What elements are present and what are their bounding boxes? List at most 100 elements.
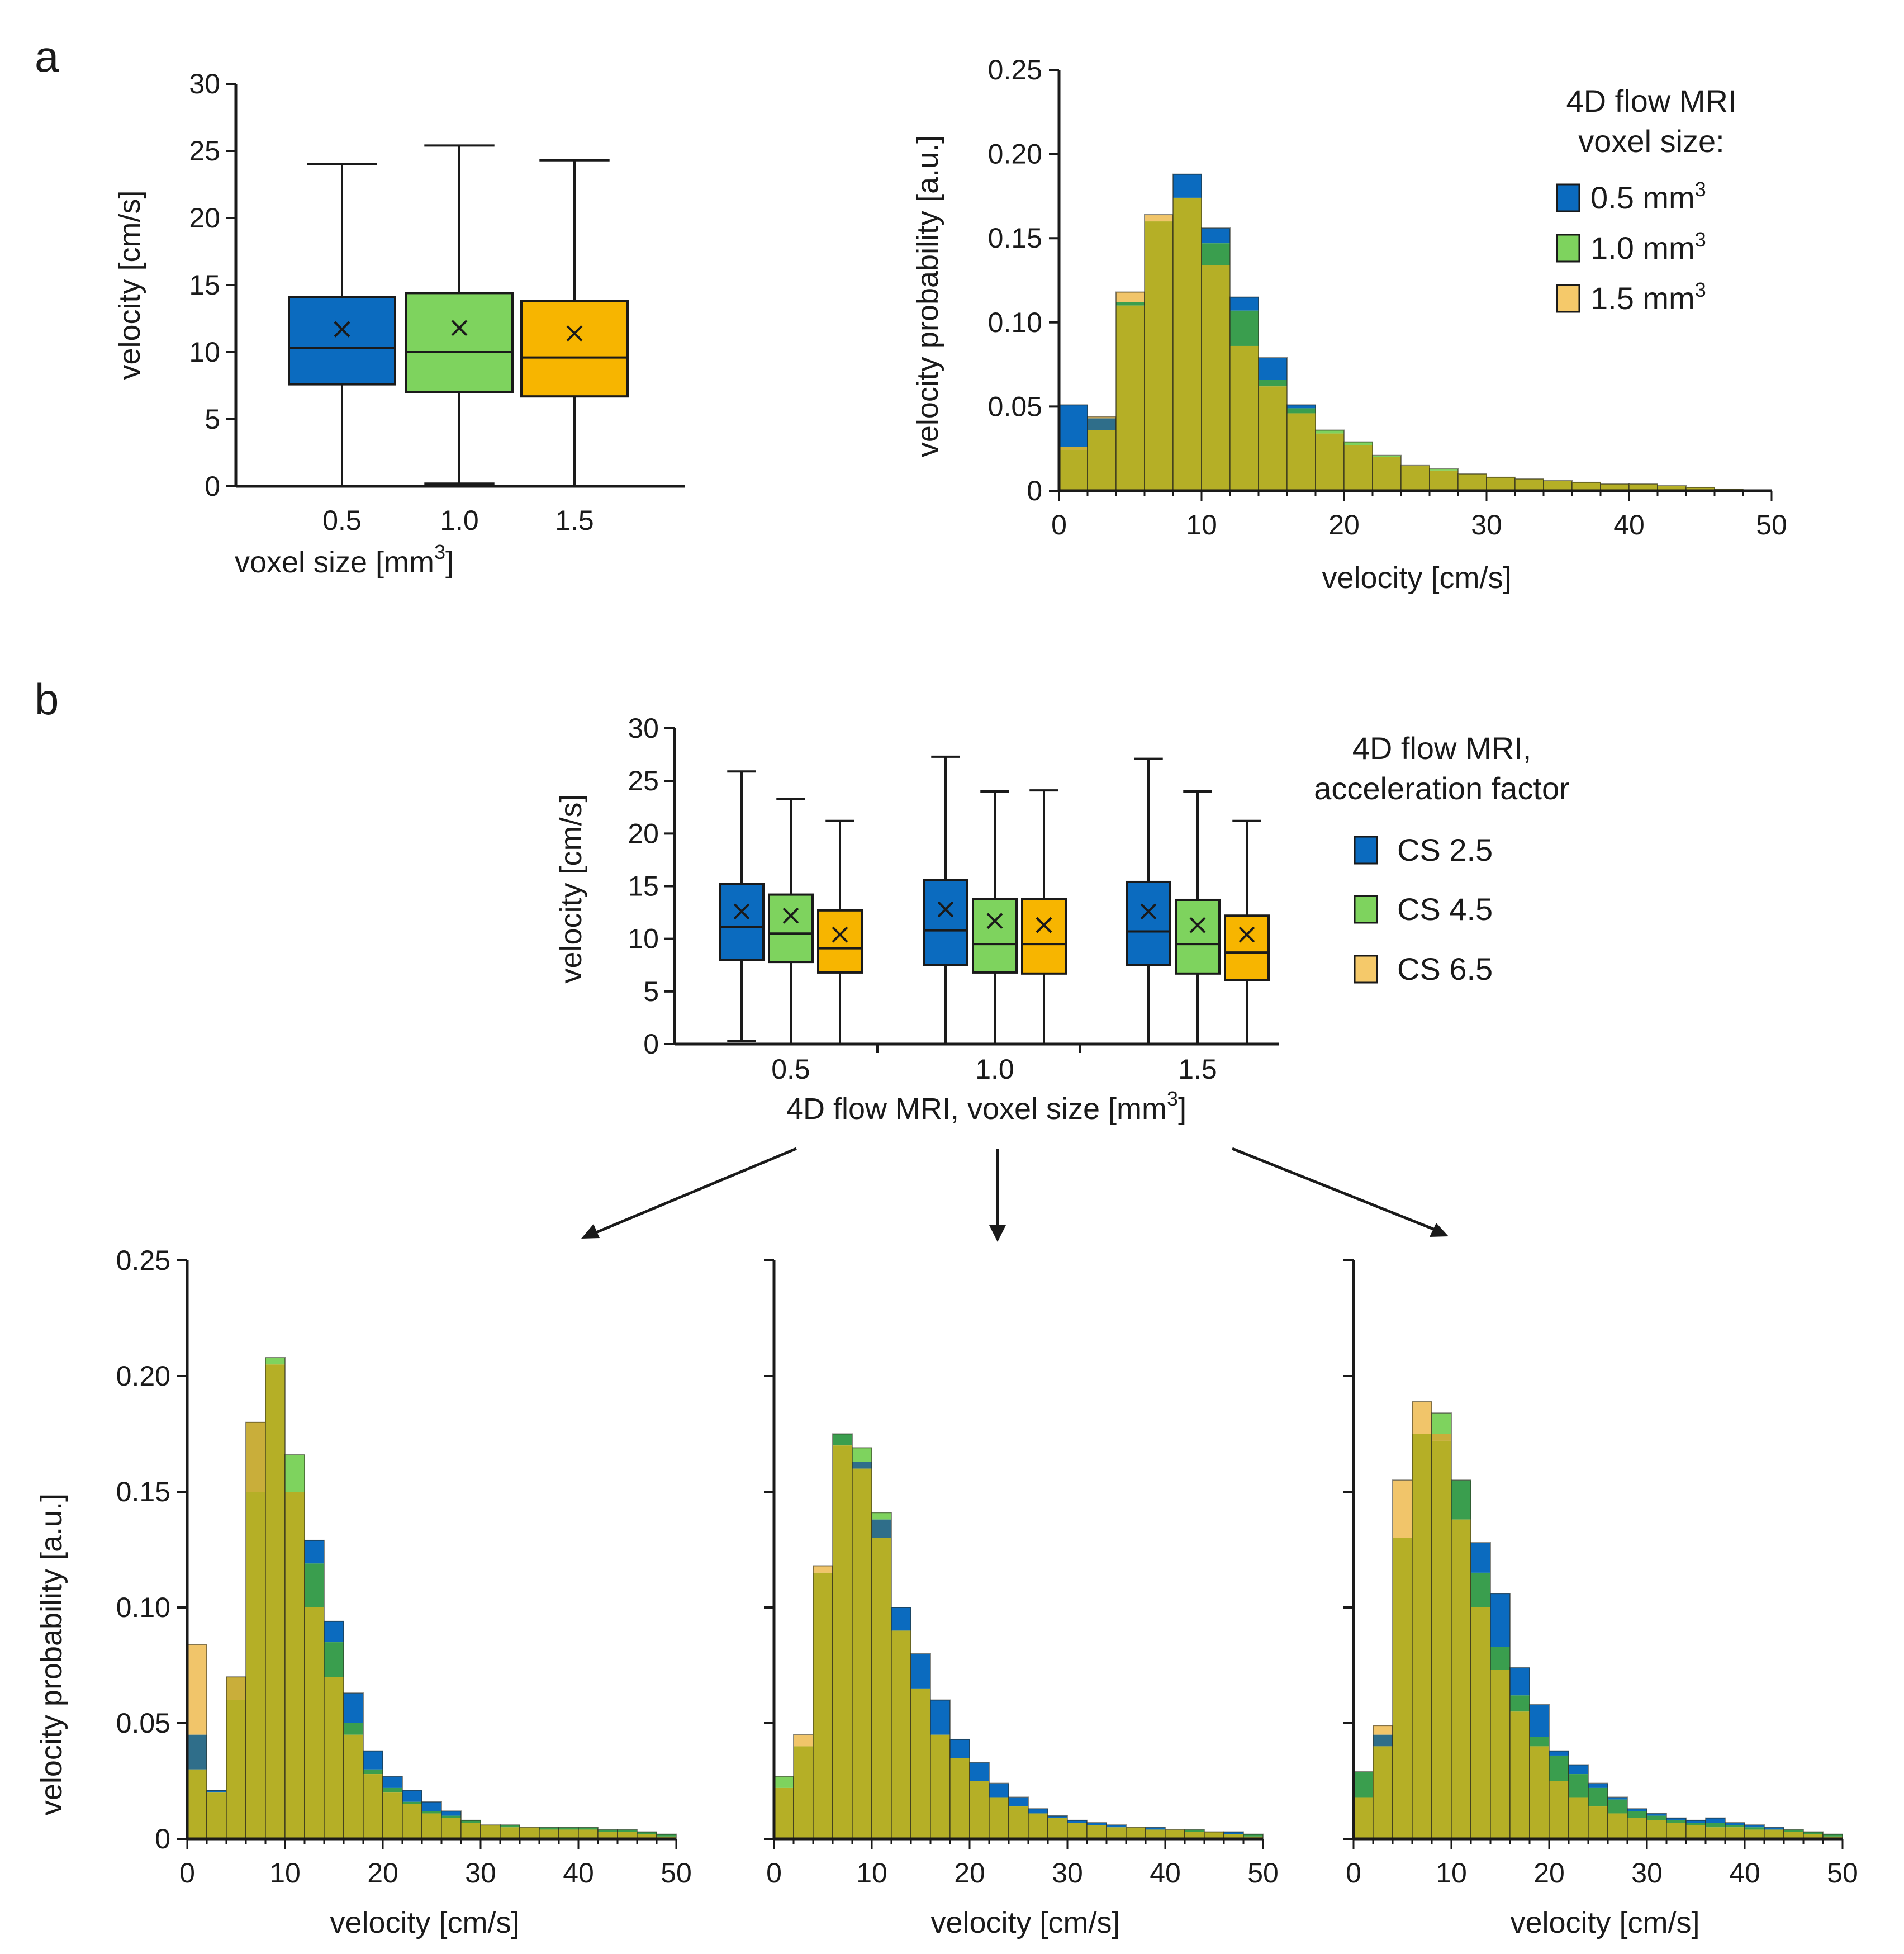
hist-bar-cs-4.5 <box>813 1572 833 1839</box>
hist-bar-cs-2.5 <box>207 1790 226 1793</box>
hist-bar-cs-6.5 <box>833 1445 852 1839</box>
x-tick-label: 30 <box>465 1857 496 1889</box>
hist-bar-cs-4.5 <box>265 1357 285 1365</box>
hist-bar-cs-4.5 <box>794 1746 813 1839</box>
hist-bar-cs-2.5 <box>1666 1818 1686 1820</box>
hist-bar-cs-6.5 <box>559 1829 578 1839</box>
hist-bar-1.5-mm <box>1145 215 1173 222</box>
hist-bar-cs-6.5 <box>481 1825 500 1839</box>
hist-bar-cs-6.5 <box>637 1834 657 1839</box>
panel-b-legend: 4D flow MRI, acceleration factor CS 2.5 … <box>1314 731 1570 987</box>
hist-bar-cs-6.5 <box>911 1688 930 1839</box>
hist-bar-1.5-mm <box>1088 416 1116 419</box>
hist-bar-cs-4.5 <box>246 1492 265 1839</box>
hist-bar-cs-2.5 <box>1146 1827 1165 1830</box>
hist-bar-1.5-mm <box>1259 386 1287 491</box>
hist-bar-cs-4.5 <box>833 1434 852 1446</box>
hist-bar-cs-2.5 <box>1745 1825 1764 1828</box>
hist-bar-1.0-mm <box>1088 430 1116 491</box>
hist-bar-cs-2.5 <box>1373 1734 1393 1747</box>
x-tick-label: 40 <box>1613 509 1645 540</box>
xlabel-end: ] <box>1178 1092 1186 1126</box>
y-tick-label: 0.05 <box>116 1708 170 1739</box>
hist-bar-cs-4.5 <box>1530 1737 1549 1747</box>
hist-bar-cs-6.5 <box>989 1797 1009 1839</box>
hist-bar-cs-4.5 <box>1393 1538 1412 1839</box>
xlabel-superscript: 3 <box>434 540 445 563</box>
hist-bar-cs-6.5 <box>813 1566 833 1573</box>
hist-bar-cs-6.5 <box>383 1792 402 1839</box>
hist-bar-cs-6.5 <box>1126 1827 1146 1839</box>
hist-bar-1.5-mm <box>1287 413 1316 491</box>
panel-a-legend: 4D flow MRI voxel size: 0.5 mm3 1.0 mm3 … <box>1556 83 1736 316</box>
box-iqr <box>1224 914 1270 981</box>
hist-bar-cs-6.5 <box>265 1364 285 1839</box>
hist-bar-1.0-mm <box>1287 408 1316 414</box>
hist-bar-cs-6.5 <box>363 1774 383 1839</box>
box-iqr <box>1126 880 1171 966</box>
hist-bar-cs-4.5 <box>539 1827 559 1830</box>
hist-bar-cs-4.5 <box>1686 1823 1706 1825</box>
hist-bar-cs-4.5 <box>422 1811 441 1814</box>
y-tick-label: 30 <box>189 68 220 99</box>
hist-bar-cs-6.5 <box>1107 1827 1126 1839</box>
hist-bar-cs-2.5 <box>1569 1765 1588 1775</box>
hist-bar-1.0-mm <box>1059 450 1088 491</box>
mean-marker <box>1238 926 1255 943</box>
panel-b-boxplot-ylabel: velocity [cm/s] <box>554 794 588 983</box>
hist-bar-cs-2.5 <box>344 1693 363 1723</box>
panel-label-b: b <box>35 675 59 724</box>
y-tick-label: 0 <box>205 471 220 502</box>
mean-marker <box>566 325 583 342</box>
hist-bar-cs-6.5 <box>774 1787 794 1839</box>
hist-bar-cs-6.5 <box>1224 1834 1243 1839</box>
mean-marker <box>1140 903 1157 920</box>
hist-bar-cs-4.5 <box>363 1769 383 1775</box>
hist-bar-cs-6.5 <box>1412 1401 1432 1434</box>
hist-bar-1.0-mm <box>1259 380 1287 387</box>
hist-bar-1.0-mm <box>1116 302 1145 306</box>
hist-bar-1.5-mm <box>1487 477 1515 491</box>
hist-bar-1.5-mm <box>1430 470 1458 491</box>
legend-swatch-cs-2.5 <box>1354 836 1378 865</box>
hist-bar-cs-4.5 <box>461 1820 481 1823</box>
y-tick-label: 10 <box>628 923 659 955</box>
hist-bar-cs-6.5 <box>1471 1607 1490 1839</box>
x-tick-label: 0 <box>766 1857 782 1889</box>
panel-b-histogram-ylabel: velocity probability [a.u.] <box>35 1493 68 1815</box>
arrow-middle-head <box>989 1225 1006 1242</box>
legend-label-1.0: 1.0 mm3 <box>1590 228 1706 265</box>
x-tick-label: 40 <box>563 1857 594 1889</box>
xlabel-superscript: 3 <box>1167 1087 1178 1110</box>
x-tick-label: 20 <box>1533 1857 1565 1889</box>
mean-marker <box>986 913 1003 929</box>
hist-bar-cs-4.5 <box>1243 1834 1263 1837</box>
legend-swatch-1.0 <box>1556 234 1580 263</box>
hist-bar-cs-2.5 <box>422 1801 441 1811</box>
legend-swatch-1.5 <box>1556 284 1580 313</box>
hist-bar-cs-6.5 <box>1028 1813 1048 1839</box>
mean-marker <box>937 901 954 918</box>
hist-bar-cs-6.5 <box>1393 1480 1412 1538</box>
x-tick-label: 10 <box>1436 1857 1467 1889</box>
hist-bar-cs-4.5 <box>1706 1823 1725 1828</box>
panel-a-boxplot-ylabel: velocity [cm/s] <box>113 190 146 380</box>
hist-bar-cs-6.5 <box>500 1827 520 1839</box>
hist-bar-cs-2.5 <box>1530 1704 1549 1737</box>
x-tick-label: 1.5 <box>1178 1054 1217 1085</box>
hist-bar-cs-2.5 <box>950 1739 970 1758</box>
hist-bar-cs-2.5 <box>911 1653 930 1689</box>
hist-bar-cs-4.5 <box>598 1829 618 1832</box>
legend-swatch-cs-4.5 <box>1354 895 1378 924</box>
box-iqr <box>817 909 863 974</box>
hist-bar-1.5-mm <box>1401 465 1430 491</box>
arrow-left-head <box>581 1224 600 1239</box>
x-tick-label: 1.0 <box>440 505 479 536</box>
hist-bar-0.5-mm <box>1230 297 1259 311</box>
box-iqr <box>288 296 396 386</box>
y-tick-label: 0 <box>643 1028 659 1060</box>
hist-bar-cs-4.5 <box>774 1776 794 1788</box>
arrow-left <box>586 1147 797 1238</box>
hist-bar-cs-6.5 <box>1647 1820 1666 1839</box>
box-iqr <box>1021 898 1067 975</box>
